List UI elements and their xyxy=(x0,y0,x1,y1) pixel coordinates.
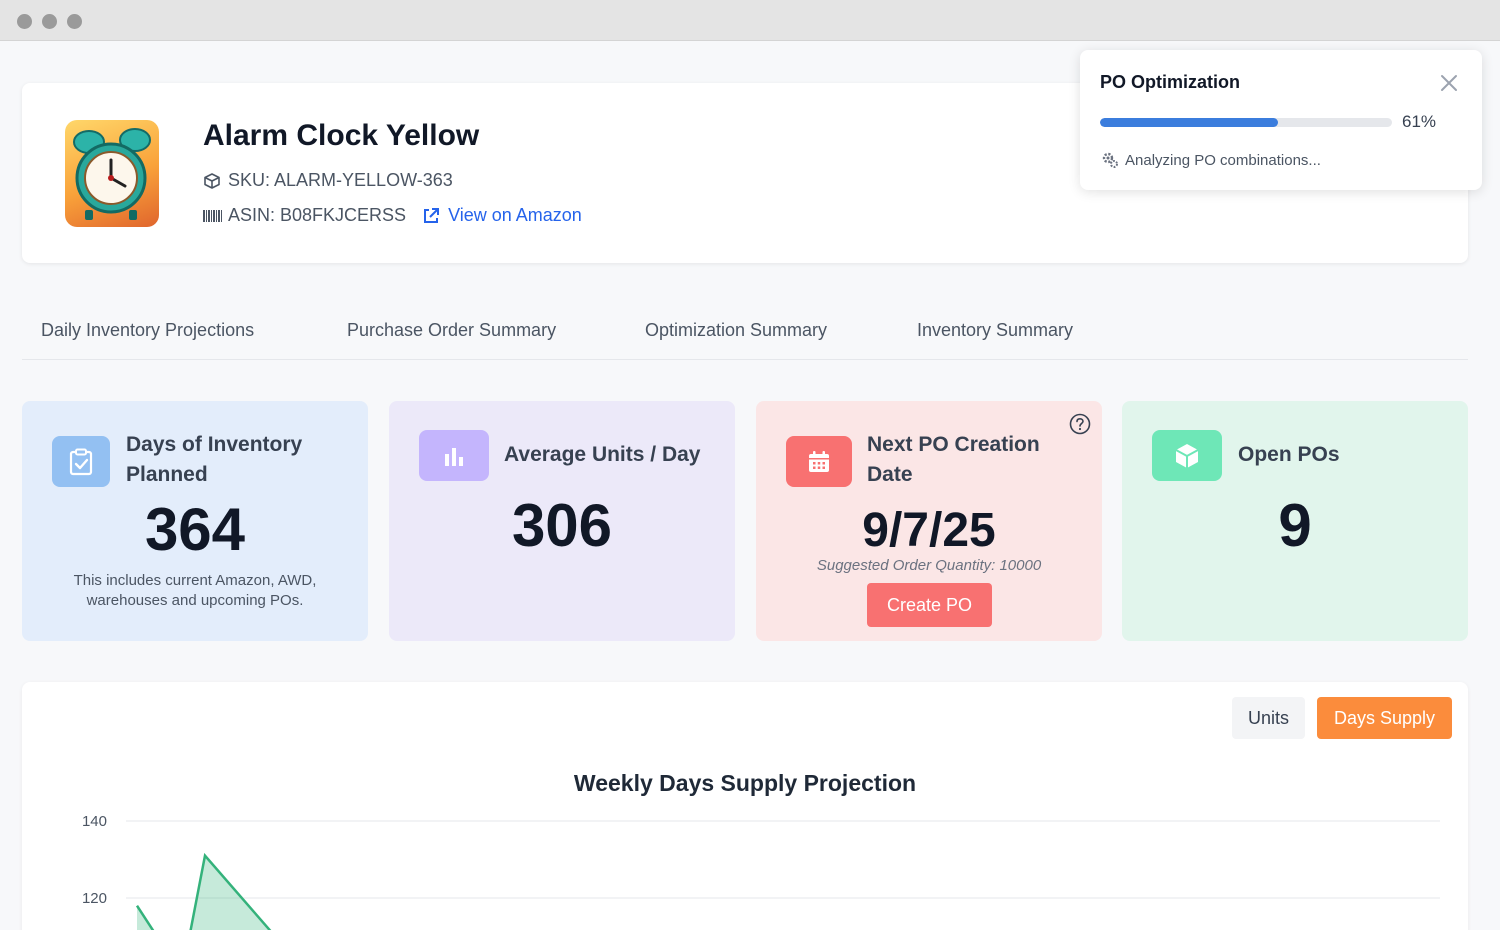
stat-label-line-1: Days of Inventory xyxy=(126,433,303,456)
y-tick-label: 120 xyxy=(82,890,107,907)
alarm-clock-icon xyxy=(73,128,151,220)
po-optimization-toast: PO Optimization 61% Analyzing PO combina… xyxy=(1080,50,1482,190)
stat-value-next-po: 9/7/25 xyxy=(862,504,996,557)
gears-icon xyxy=(1100,150,1120,170)
stat-value-average-units: 306 xyxy=(511,492,613,559)
box-icon xyxy=(203,171,223,191)
chart-card: Units Days Supply Weekly Days Supply Pro… xyxy=(22,682,1468,930)
stat-card-average-units: Average Units / Day 306 xyxy=(389,401,735,641)
view-on-amazon-link[interactable]: View on Amazon xyxy=(422,205,582,226)
tab-daily-inventory-projections[interactable]: Daily Inventory Projections xyxy=(41,320,255,340)
series-line xyxy=(135,852,272,930)
stat-label-open-pos: Open POs xyxy=(1238,443,1340,466)
stat-note-line-2: warehouses and upcoming POs. xyxy=(86,592,304,609)
toast-status-text: Analyzing PO combinations... xyxy=(1125,151,1321,169)
stat-value-open-pos: 9 xyxy=(1278,492,1312,559)
stat-card-open-pos: Open POs 9 xyxy=(1122,401,1468,641)
y-tick-label: 140 xyxy=(82,813,107,830)
stat-value-days-inventory: 364 xyxy=(144,496,246,563)
tab-inventory-summary[interactable]: Inventory Summary xyxy=(917,320,1074,340)
days-supply-chart: 140 120 xyxy=(82,813,1440,930)
window-minimize-dot[interactable] xyxy=(42,14,57,29)
asin-text: ASIN: B08FKJCERSS xyxy=(228,205,407,225)
stat-label-days-inventory: Days of Inventory Planned xyxy=(126,430,302,490)
help-icon[interactable] xyxy=(1069,413,1091,435)
asin-row: ASIN: B08FKJCERSS View on Amazon xyxy=(203,205,582,226)
units-toggle-button[interactable]: Units xyxy=(1232,697,1305,739)
create-po-button[interactable]: Create PO xyxy=(867,583,992,627)
clipboard-check-icon xyxy=(52,436,110,487)
toast-title: PO Optimization xyxy=(1100,72,1241,92)
stat-label-next-po: Next PO Creation Date xyxy=(867,430,1040,490)
window-maximize-dot[interactable] xyxy=(67,14,82,29)
suggested-order-quantity: Suggested Order Quantity: 10000 xyxy=(816,557,1042,574)
progress-percent: 61% xyxy=(1402,112,1437,131)
stat-label-average-units: Average Units / Day xyxy=(504,443,701,466)
calendar-icon xyxy=(786,436,852,487)
product-title: Alarm Clock Yellow xyxy=(203,119,480,152)
tab-purchase-order-summary[interactable]: Purchase Order Summary xyxy=(347,320,557,340)
stat-label-line-1: Next PO Creation xyxy=(867,433,1040,456)
series-area xyxy=(137,855,270,930)
sku-row: SKU: ALARM-YELLOW-363 xyxy=(203,170,453,191)
close-icon[interactable] xyxy=(1438,72,1460,94)
days-supply-toggle-button[interactable]: Days Supply xyxy=(1317,697,1452,739)
stat-label-line-2: Date xyxy=(867,463,913,486)
stat-card-next-po: Next PO Creation Date 9/7/25 Suggested O… xyxy=(756,401,1102,641)
tab-optimization-summary[interactable]: Optimization Summary xyxy=(645,320,828,340)
stat-card-days-inventory: Days of Inventory Planned 364 This inclu… xyxy=(22,401,368,641)
stat-label-line-2: Planned xyxy=(126,463,208,486)
progress-bar xyxy=(1100,118,1392,127)
product-image xyxy=(65,120,159,227)
tab-bar: Daily Inventory Projections Purchase Ord… xyxy=(22,300,1468,360)
stat-note-line-1: This includes current Amazon, AWD, xyxy=(73,572,317,589)
chart-title: Weekly Days Supply Projection xyxy=(573,770,917,796)
external-link-icon xyxy=(422,206,442,226)
toast-status: Analyzing PO combinations... xyxy=(1100,150,1321,170)
cube-icon xyxy=(1152,430,1222,481)
barcode-icon xyxy=(203,206,223,226)
bar-chart-icon xyxy=(419,430,489,481)
sku-text: SKU: ALARM-YELLOW-363 xyxy=(228,170,453,190)
progress-bar-fill xyxy=(1100,118,1279,127)
window-close-dot[interactable] xyxy=(17,14,32,29)
view-on-amazon-label: View on Amazon xyxy=(448,205,582,225)
stat-note-days-inventory: This includes current Amazon, AWD, wareh… xyxy=(22,571,368,611)
window-titlebar xyxy=(0,0,1500,41)
